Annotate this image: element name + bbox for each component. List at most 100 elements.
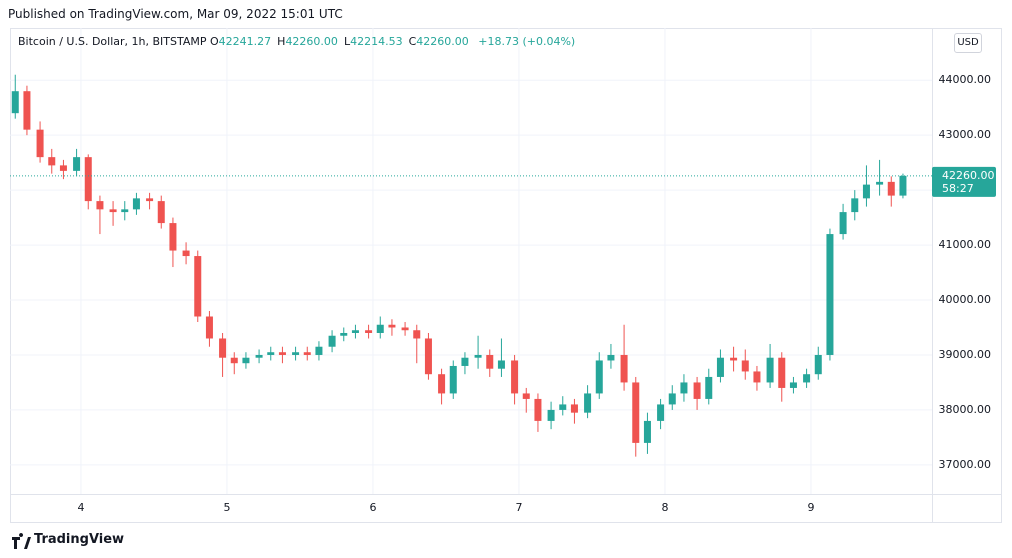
candle-body [705, 376, 713, 399]
candle-body [59, 165, 67, 171]
candle-body [814, 354, 822, 375]
candle-body [121, 209, 129, 213]
candle-body [267, 352, 275, 355]
currency-button[interactable]: USD [954, 33, 982, 53]
candle-body [680, 382, 688, 394]
x-tick-label: 7 [515, 501, 522, 514]
candle-body [851, 198, 859, 213]
symbol-title: Bitcoin / U.S. Dollar, 1h, BITSTAMP [18, 35, 207, 48]
x-tick-label: 6 [369, 501, 376, 514]
x-tick-label: 5 [223, 501, 230, 514]
candle-body [255, 354, 263, 358]
y-tick-label: 38000.00 [939, 403, 992, 416]
candle-body [438, 374, 446, 394]
candle-body [789, 382, 797, 388]
candle-body [340, 332, 348, 336]
y-tick-label: 39000.00 [939, 348, 992, 361]
candle-body [194, 256, 202, 317]
candle-body [351, 330, 359, 333]
candle-body [219, 338, 227, 358]
ohlc-value: 42241.27 [218, 35, 272, 48]
candle-body [511, 360, 519, 394]
candle-body [461, 357, 469, 366]
candle-body [169, 223, 177, 251]
ohlc-value: 42260.00 [285, 35, 338, 48]
x-tick-label: 8 [661, 501, 668, 514]
candle-body [741, 360, 749, 372]
candle-body [766, 357, 774, 383]
candle-body [73, 157, 81, 171]
candle-body [328, 335, 336, 347]
x-tick-label: 9 [807, 501, 814, 514]
candle-body [230, 357, 238, 364]
ohlc-key: O [209, 35, 219, 48]
candle-body [826, 234, 834, 355]
candle-body [778, 357, 786, 388]
candle-body [449, 365, 457, 394]
candle-body [146, 198, 154, 202]
candle-body [522, 393, 530, 399]
candle-body [84, 157, 92, 202]
ohlc: O42241.27 H42260.00 L42214.53 C42260.00 [210, 35, 475, 48]
candle-body [497, 360, 505, 369]
candle-body [413, 330, 421, 339]
y-tick-label: 43000.00 [939, 128, 992, 141]
candle-body [182, 250, 190, 257]
last-price-box [932, 166, 996, 197]
candle-body [753, 371, 761, 383]
published-note: Published on TradingView.com, Mar 09, 20… [8, 7, 343, 21]
candle-body [632, 382, 640, 443]
candle-body [96, 201, 104, 210]
candle-body [862, 184, 870, 199]
candle-body [595, 360, 603, 394]
chart-frame [10, 28, 1002, 523]
candle-body [109, 209, 117, 213]
candle-body [570, 404, 578, 413]
ohlc-value: 42214.53 [350, 35, 403, 48]
candle-body [620, 354, 628, 383]
y-tick-label: 40000.00 [939, 293, 992, 306]
candle-body [607, 354, 615, 361]
candle-body [730, 357, 738, 361]
grid [10, 28, 932, 494]
candle-body [693, 382, 701, 399]
ohlc-value: 42260.00 [416, 35, 469, 48]
y-tick-label: 44000.00 [939, 73, 992, 86]
ohlc-key: C [408, 35, 417, 48]
candle-body [48, 157, 56, 166]
candle-body [11, 91, 19, 114]
candle-body [205, 316, 213, 339]
candle-body [899, 175, 907, 196]
candle-body [365, 330, 373, 333]
candle-body [242, 357, 250, 364]
candle-body [486, 354, 494, 369]
candle-body [876, 181, 884, 185]
candle-body [474, 354, 482, 358]
last-price-label: 42260.00 [942, 169, 995, 182]
candle-body [388, 324, 396, 328]
x-tick-label: 4 [77, 501, 84, 514]
candle-body [36, 129, 44, 158]
candle-body [839, 212, 847, 235]
y-tick-label: 37000.00 [939, 458, 992, 471]
candle-body [315, 346, 323, 355]
candle-body [278, 352, 286, 355]
candle-body [157, 201, 165, 224]
candle-body [643, 420, 651, 443]
candle-body [424, 338, 432, 375]
candle-body [803, 374, 811, 383]
brand: TradingView [34, 532, 125, 547]
candle-body [657, 404, 665, 421]
candle-body [292, 352, 300, 355]
legend: Bitcoin / U.S. Dollar, 1h, BITSTAMP O422… [18, 35, 575, 48]
candle-body [534, 398, 542, 421]
candle-body [559, 404, 567, 410]
candle-body [132, 198, 140, 210]
candle-body [303, 352, 311, 355]
candle-body [887, 181, 895, 196]
candle-body [716, 357, 724, 377]
candle-body [401, 327, 409, 331]
countdown: 58:27 [942, 182, 974, 195]
